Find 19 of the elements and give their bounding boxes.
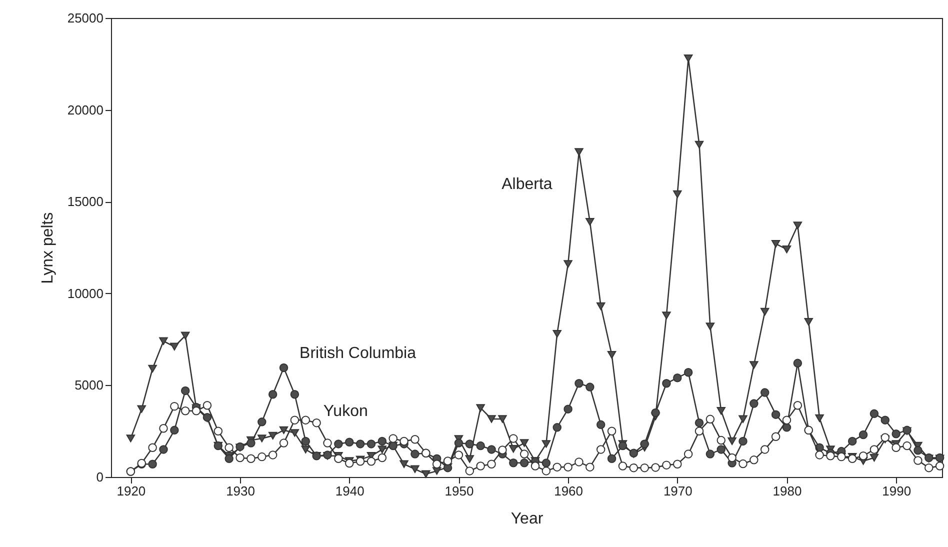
x-tick-label: 1950: [444, 484, 474, 498]
series-label: Alberta: [502, 176, 552, 194]
x-tick-label: 1980: [772, 484, 802, 498]
series-label: British Columbia: [300, 344, 416, 362]
y-tick-label: 15000: [67, 194, 104, 210]
y-tick-label: 10000: [67, 286, 104, 301]
y-tick-label: 20000: [67, 102, 104, 118]
y-axis-title: Lynx pelts: [39, 212, 56, 284]
y-tick-label: 0: [96, 470, 104, 484]
x-tick-label: 1970: [663, 484, 692, 498]
y-tick-label: 25000: [67, 10, 104, 26]
x-axis-title: Year: [510, 510, 544, 528]
x-tick-label: 1940: [335, 484, 364, 498]
x-tick-label: 1960: [554, 484, 584, 498]
x-tick-label: 1990: [882, 484, 912, 498]
x-tick-label: 1920: [116, 484, 146, 498]
x-tick-label: 1930: [226, 484, 255, 498]
series-label: Yukon: [323, 403, 368, 420]
y-tick-label: 5000: [74, 378, 104, 393]
